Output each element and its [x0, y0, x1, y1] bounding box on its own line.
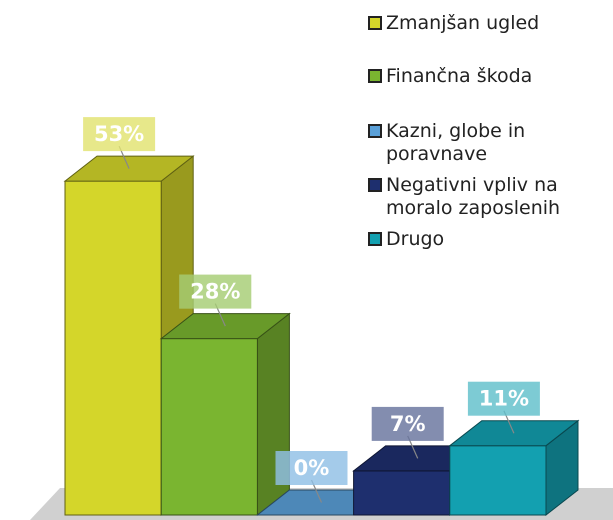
legend-swatch — [368, 232, 382, 246]
legend-label: Kazni, globe in poravnave — [386, 120, 526, 165]
legend-item: Kazni, globe in poravnave — [368, 120, 613, 166]
legend-label: Negativni vpliv na moralo zaposlenih — [386, 174, 561, 219]
legend-label: Zmanjšan ugled — [386, 12, 540, 34]
bar — [159, 312, 291, 517]
bar — [448, 419, 580, 517]
legend-swatch — [368, 124, 382, 138]
legend-item: Drugo — [368, 228, 613, 251]
data-label: 11% — [479, 387, 529, 411]
legend-item: Negativni vpliv na moralo zaposlenih — [368, 174, 613, 220]
label-box — [371, 406, 444, 441]
label-box — [467, 381, 540, 416]
legend-swatch — [368, 178, 382, 192]
legend-swatch — [368, 16, 382, 30]
bar-front — [160, 338, 258, 516]
label-box — [179, 274, 252, 309]
data-label: 0% — [294, 456, 330, 480]
data-label: 28% — [190, 280, 240, 304]
legend-label: Finančna škoda — [386, 65, 533, 87]
bar-front — [449, 445, 547, 516]
legend-label: Drugo — [386, 228, 445, 250]
legend-item: Finančna škoda — [368, 65, 613, 88]
data-label: 53% — [94, 122, 144, 146]
bar-front — [64, 180, 162, 516]
legend-item: Zmanjšan ugled — [368, 12, 613, 35]
label-box — [275, 451, 348, 485]
data-label: 7% — [390, 412, 426, 436]
legend-swatch — [368, 69, 382, 83]
label-box — [83, 117, 156, 152]
bar-front — [353, 470, 451, 516]
